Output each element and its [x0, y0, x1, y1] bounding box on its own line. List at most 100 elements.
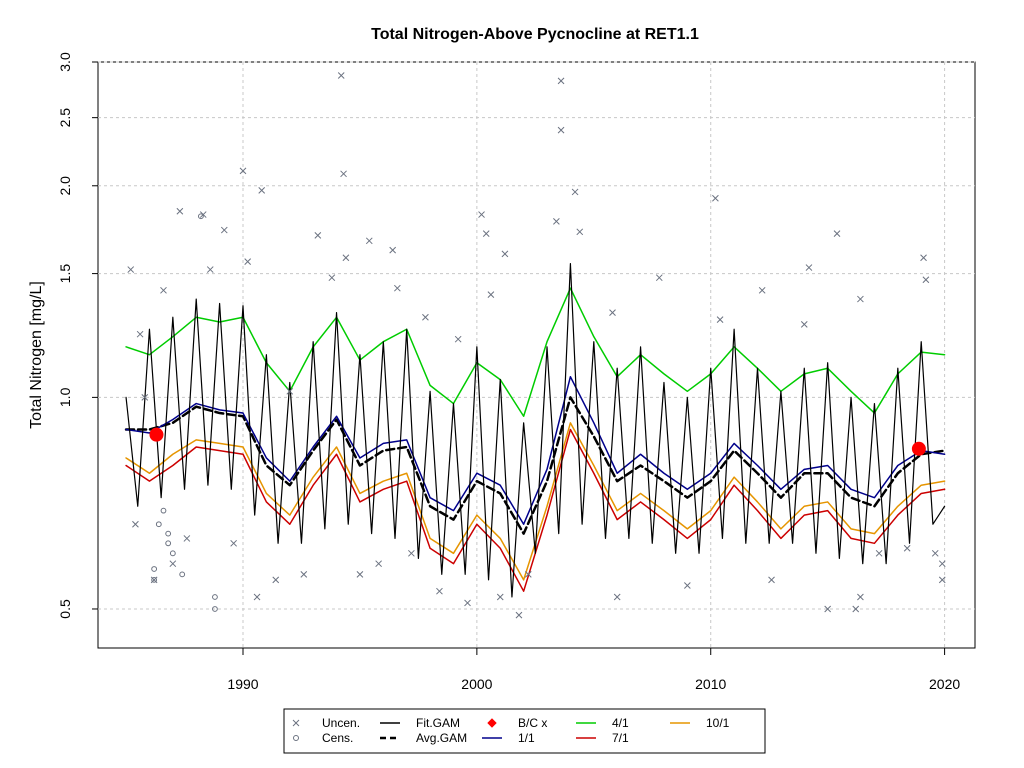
avg-gam-line	[124, 396, 946, 535]
uncensored-point	[169, 560, 177, 568]
uncensored-x-stroke	[515, 611, 523, 619]
uncensored-point	[496, 593, 504, 601]
series-4-1-line	[125, 287, 946, 418]
legend-symbol	[292, 719, 300, 727]
uncensored-point	[683, 582, 691, 589]
uncensored-point	[258, 187, 266, 194]
legend-item-label: Uncen.	[322, 716, 360, 730]
uncensored-point	[286, 387, 294, 395]
uncensored-point	[141, 394, 149, 401]
y-tick-label: 1.0	[57, 387, 73, 407]
uncensored-x-stroke	[176, 207, 184, 215]
uncensored-point	[938, 560, 946, 568]
uncensored-x-stroke	[712, 194, 719, 202]
uncensored-x-stroke	[482, 230, 490, 237]
uncensored-x-stroke	[938, 576, 946, 584]
uncensored-point	[464, 599, 471, 607]
uncensored-point	[132, 520, 139, 528]
uncensored-x-stroke	[938, 560, 946, 568]
y-tick-label: 1.5	[57, 264, 73, 284]
uncensored-x-stroke	[230, 539, 237, 547]
uncensored-x-stroke	[239, 167, 247, 175]
legend-item-label: 4/1	[612, 716, 629, 730]
uncensored-x-stroke	[169, 560, 177, 568]
uncensored-x-stroke	[576, 228, 584, 236]
uncensored-x-stroke	[852, 605, 860, 613]
plot-area: 1990 2000 2010 2020 0.5 1.0 1.5 2.0 2.5 3.0	[57, 52, 976, 692]
uncensored-x-stroke	[768, 576, 775, 584]
censored-point	[198, 213, 204, 220]
uncensored-x-stroke	[141, 394, 149, 401]
uncensored-x-stroke	[931, 549, 939, 557]
uncensored-point	[716, 316, 724, 323]
uncensored-point	[340, 170, 347, 178]
uncensored-x-stroke	[253, 593, 261, 601]
uncensored-point	[253, 593, 261, 601]
uncensored-x-stroke	[337, 72, 345, 79]
legend-symbol	[487, 718, 497, 728]
legend-circle	[293, 735, 299, 741]
uncensored-point	[571, 188, 579, 196]
uncensored-x-stroke	[342, 254, 350, 262]
uncensored-x-stroke	[922, 276, 930, 284]
uncensored-point	[931, 549, 939, 557]
uncensored-x-stroke	[524, 571, 532, 578]
series-1-1-line	[125, 375, 946, 525]
censored-point	[160, 507, 167, 514]
uncensored-point	[805, 264, 813, 271]
uncensored-point	[609, 309, 616, 316]
uncensored-point	[127, 266, 135, 273]
uncensored-point	[272, 576, 280, 584]
legend-item-label: B/C x	[518, 716, 547, 730]
uncensored-point	[337, 72, 345, 79]
censored-point	[212, 594, 218, 600]
uncensored-x-stroke	[375, 560, 382, 568]
uncensored-point	[712, 194, 719, 202]
uncensored-x-stroke	[206, 266, 214, 273]
uncensored-point	[768, 576, 775, 584]
uncensored-point	[922, 276, 930, 284]
uncensored-point	[482, 230, 490, 237]
y-tick-label: 2.0	[57, 176, 73, 196]
legend-item-label: 1/1	[518, 731, 535, 745]
uncensored-point	[436, 587, 443, 595]
uncensored-point	[852, 605, 860, 613]
x-tick-label: 2020	[929, 676, 960, 692]
uncensored-x-stroke	[857, 295, 864, 303]
uncensored-point	[824, 605, 832, 613]
legend-box	[283, 708, 766, 754]
uncensored-point	[557, 77, 565, 85]
censored-point	[151, 566, 158, 572]
uncensored-point	[478, 211, 485, 218]
uncensored-point	[356, 571, 364, 578]
uncensored-x-stroke	[609, 309, 616, 316]
uncensored-x-stroke	[220, 226, 228, 234]
uncensored-x-stroke	[557, 126, 565, 134]
uncensored-point	[800, 321, 808, 328]
uncensored-point	[422, 313, 429, 321]
uncensored-x-stroke	[571, 188, 579, 196]
uncensored-point	[136, 330, 144, 338]
legend-symbol	[293, 735, 299, 741]
x-tick-label: 1990	[227, 676, 258, 692]
censored-point	[165, 530, 172, 537]
uncensored-x-stroke	[800, 321, 808, 328]
censored-point	[212, 606, 218, 612]
uncensored-point	[920, 254, 927, 262]
uncensored-point	[408, 549, 415, 557]
uncensored-point	[524, 571, 532, 578]
chart-title: Total Nitrogen-Above Pycnocline at RET1.…	[371, 26, 699, 43]
bc-point	[149, 427, 164, 442]
uncensored-x-stroke	[408, 549, 415, 557]
censored-point	[179, 571, 186, 578]
uncensored-x-stroke	[557, 77, 565, 85]
uncensored-point	[758, 286, 766, 294]
uncensored-x-stroke	[436, 587, 443, 595]
legend-x-stroke	[292, 719, 300, 727]
uncensored-x-stroke	[857, 593, 864, 601]
uncensored-point	[239, 167, 247, 175]
uncensored-x-stroke	[833, 230, 841, 237]
fit-gam-line	[125, 262, 946, 598]
